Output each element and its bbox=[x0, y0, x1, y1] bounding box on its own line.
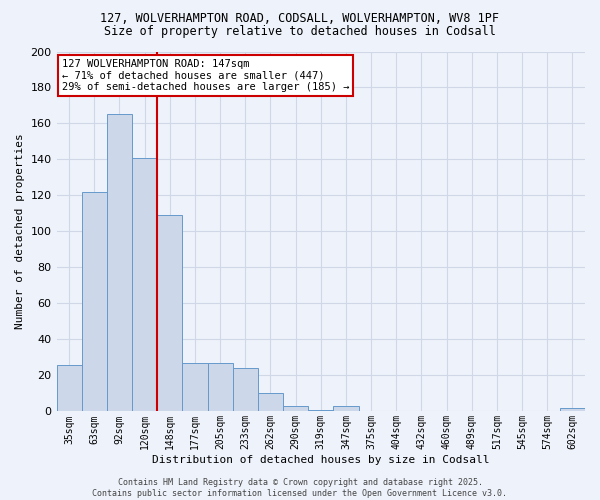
Bar bbox=[334, 406, 359, 411]
X-axis label: Distribution of detached houses by size in Codsall: Distribution of detached houses by size … bbox=[152, 455, 490, 465]
Bar bbox=[157, 216, 182, 412]
Bar bbox=[182, 363, 208, 412]
Bar bbox=[208, 363, 233, 412]
Bar bbox=[233, 368, 258, 412]
Y-axis label: Number of detached properties: Number of detached properties bbox=[15, 134, 25, 330]
Bar bbox=[560, 408, 585, 412]
Text: Contains HM Land Registry data © Crown copyright and database right 2025.
Contai: Contains HM Land Registry data © Crown c… bbox=[92, 478, 508, 498]
Bar bbox=[283, 406, 308, 411]
Text: 127 WOLVERHAMPTON ROAD: 147sqm
← 71% of detached houses are smaller (447)
29% of: 127 WOLVERHAMPTON ROAD: 147sqm ← 71% of … bbox=[62, 58, 349, 92]
Text: 127, WOLVERHAMPTON ROAD, CODSALL, WOLVERHAMPTON, WV8 1PF: 127, WOLVERHAMPTON ROAD, CODSALL, WOLVER… bbox=[101, 12, 499, 26]
Bar bbox=[308, 410, 334, 412]
Bar bbox=[132, 158, 157, 412]
Bar bbox=[107, 114, 132, 412]
Bar bbox=[258, 394, 283, 411]
Text: Size of property relative to detached houses in Codsall: Size of property relative to detached ho… bbox=[104, 25, 496, 38]
Bar bbox=[56, 364, 82, 412]
Bar bbox=[82, 192, 107, 412]
